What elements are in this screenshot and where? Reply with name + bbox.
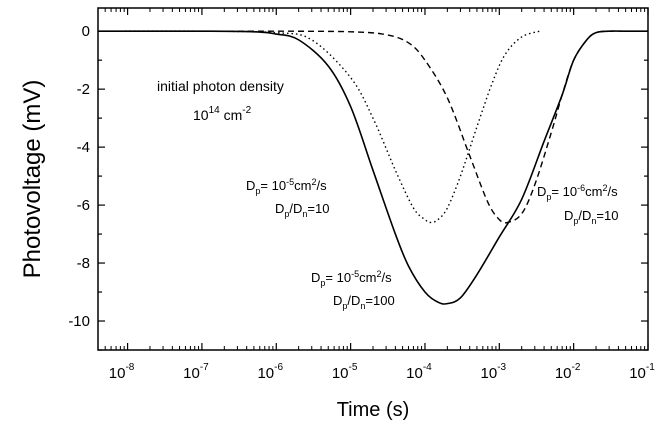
- x-tick-base: 10: [555, 365, 572, 382]
- svg-text:Dp/Dn=10: Dp/Dn=10: [564, 208, 618, 226]
- dotted-d-sub: p: [255, 186, 260, 196]
- svg-text:Dp= 10-5cm2/s: Dp= 10-5cm2/s: [246, 177, 327, 196]
- solid-ratio-s2: n: [360, 301, 365, 311]
- x-tick-label: 10-6: [257, 362, 283, 382]
- dotted-unit-tail: /s: [316, 178, 327, 193]
- solid-unit: cm: [359, 270, 376, 285]
- x-tick-label: 10-3: [481, 362, 507, 382]
- solid-series-line: [98, 30, 648, 305]
- svg-text:Dp/Dn=10: Dp/Dn=10: [275, 201, 329, 219]
- x-tick-base: 10: [332, 365, 349, 382]
- dotted-eq: = 10: [260, 178, 286, 193]
- y-tick-label: -8: [77, 255, 90, 272]
- dotted-exp: -5: [286, 177, 294, 187]
- x-tick-base: 10: [257, 365, 274, 382]
- solid-ratio-d1: D: [333, 293, 342, 308]
- x-tick-base: 10: [109, 365, 126, 382]
- x-axis-title: Time (s): [337, 399, 410, 421]
- x-tick-exp: -5: [349, 362, 358, 373]
- svg-text:Dp= 10-5cm2/s: Dp= 10-5cm2/s: [311, 269, 392, 288]
- solid-eq: = 10: [325, 270, 351, 285]
- x-tick-label: 10-2: [555, 362, 581, 382]
- dashed-ratio-d1: D: [564, 208, 573, 223]
- photon-density-unit-exp: -2: [242, 105, 251, 116]
- x-tick-exp: -8: [125, 362, 134, 373]
- dashed-exp: -6: [577, 183, 585, 193]
- dashed-ratio-s2: n: [591, 216, 596, 226]
- photon-density-base: 10: [193, 107, 209, 123]
- dashed-ratio-slash: /D: [578, 208, 591, 223]
- dashed-unit: cm: [585, 184, 602, 199]
- y-tick-label: 0: [82, 23, 90, 40]
- dashed-d-sub: p: [546, 192, 551, 202]
- x-tick-label: 10-7: [183, 362, 209, 382]
- photon-density-unit: cm: [220, 107, 243, 123]
- x-tick-exp: -7: [200, 362, 209, 373]
- y-tick-label: -6: [77, 197, 90, 214]
- dashed-d: D: [537, 184, 546, 199]
- x-tick-base: 10: [481, 365, 498, 382]
- dotted-d: D: [246, 178, 255, 193]
- solid-ratio-slash: /D: [347, 293, 360, 308]
- dotted-ratio-d1: D: [275, 201, 284, 216]
- dotted-unit: cm: [294, 178, 311, 193]
- solid-d-sub: p: [320, 278, 325, 288]
- svg-text:Dp= 10-6cm2/s: Dp= 10-6cm2/s: [537, 183, 618, 202]
- x-tick-exp: -4: [423, 362, 432, 373]
- dashed-unit-tail: /s: [607, 184, 618, 199]
- dotted-ratio-s1: p: [284, 209, 289, 219]
- photon-density-value: 1014 cm-2: [193, 105, 252, 123]
- dashed-series-line: [98, 30, 648, 224]
- dotted-unit-exp: 2: [311, 177, 316, 187]
- dotted-series-line: [97, 30, 540, 224]
- svg-text:Dp/Dn=100: Dp/Dn=100: [333, 293, 395, 311]
- solid-unit-tail: /s: [381, 270, 392, 285]
- x-tick-base: 10: [629, 365, 646, 382]
- solid-curve-label: Dp= 10-5cm2/s Dp/Dn=100: [311, 269, 395, 311]
- dashed-curve-label: Dp= 10-6cm2/s Dp/Dn=10: [537, 183, 618, 226]
- y-axis-title: Photovoltage (mV): [19, 80, 46, 279]
- x-tick-base: 10: [183, 365, 200, 382]
- dotted-ratio-slash: /D: [289, 201, 302, 216]
- x-tick-labels: 10-8 10-7 10-6 10-5 10-4 10-3 10-2 10-1: [109, 362, 655, 382]
- solid-unit-exp: 2: [376, 269, 381, 279]
- y-tick-labels: 0 -2 -4 -6 -8 -10: [68, 23, 90, 330]
- x-tick-label: 10-4: [406, 362, 432, 382]
- solid-ratio-s1: p: [342, 301, 347, 311]
- x-tick-label: 10-5: [332, 362, 358, 382]
- x-tick-exp: -2: [572, 362, 581, 373]
- y-tick-label: -10: [68, 313, 90, 330]
- dotted-ratio-val: =10: [307, 201, 329, 216]
- x-tick-label: 10-1: [629, 362, 655, 382]
- axis-ticks: [97, 8, 649, 351]
- x-tick-exp: -1: [646, 362, 655, 373]
- y-tick-label: -4: [77, 139, 90, 156]
- photon-density-label: initial photon density: [157, 78, 284, 94]
- dashed-ratio-val: =10: [596, 208, 618, 223]
- solid-d: D: [311, 270, 320, 285]
- solid-ratio-val: =100: [365, 293, 394, 308]
- x-tick-label: 10-8: [109, 362, 135, 382]
- dashed-unit-exp: 2: [602, 183, 607, 193]
- x-tick-exp: -3: [497, 362, 506, 373]
- y-tick-label: -2: [77, 81, 90, 98]
- solid-exp: -5: [351, 269, 359, 279]
- dotted-ratio-s2: n: [302, 209, 307, 219]
- x-tick-base: 10: [406, 365, 423, 382]
- x-tick-exp: -6: [274, 362, 283, 373]
- photon-density-exp: 14: [209, 105, 221, 116]
- dotted-curve-label: Dp= 10-5cm2/s Dp/Dn=10: [246, 177, 329, 219]
- dashed-ratio-s1: p: [573, 216, 578, 226]
- data-series: [97, 30, 648, 305]
- dashed-eq: = 10: [551, 184, 577, 199]
